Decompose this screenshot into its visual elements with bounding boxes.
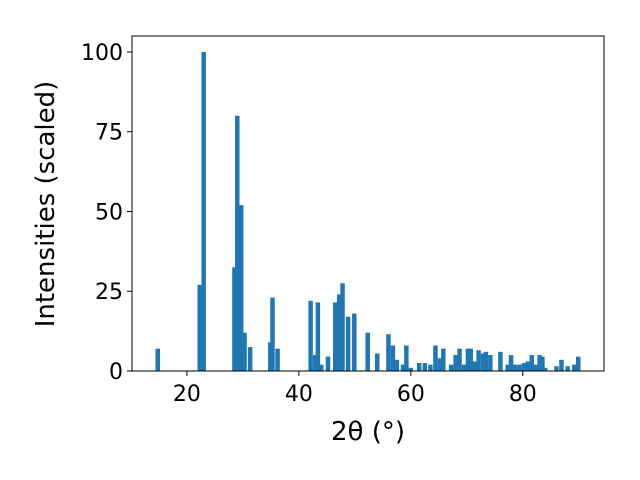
x-tick-label: 40: [285, 382, 313, 407]
bar: [488, 355, 493, 371]
bar: [336, 294, 342, 371]
bar: [400, 364, 406, 371]
bar: [465, 348, 471, 371]
y-tick-label: 100: [81, 41, 123, 66]
bar: [472, 361, 478, 371]
bar: [312, 355, 318, 371]
bar: [352, 313, 357, 371]
bar: [416, 363, 422, 371]
bar: [457, 348, 462, 371]
bar: [428, 364, 433, 371]
bar: [525, 361, 531, 371]
bar: [394, 359, 400, 371]
bar: [197, 284, 202, 371]
plot-area: [155, 51, 581, 371]
bar: [408, 367, 414, 371]
bar: [554, 366, 559, 371]
bar: [390, 345, 396, 371]
bar: [441, 348, 446, 371]
bar: [422, 363, 428, 371]
bar: [476, 350, 481, 371]
bar: [468, 348, 473, 371]
bar: [529, 355, 535, 371]
bar: [576, 356, 581, 371]
bar: [453, 355, 458, 371]
bar: [235, 115, 240, 371]
bar: [498, 351, 503, 371]
bar: [238, 205, 244, 371]
bar: [461, 364, 467, 371]
bar: [480, 353, 486, 371]
bar: [365, 332, 370, 371]
bar: [559, 359, 564, 371]
bar: [483, 351, 489, 371]
bar: [308, 300, 313, 371]
bar: [512, 364, 518, 371]
bar: [448, 364, 454, 371]
bar: [534, 364, 539, 371]
bar: [270, 297, 275, 371]
axes-frame: [131, 35, 605, 372]
bar: [155, 348, 160, 371]
bar: [537, 355, 542, 371]
bar: [232, 267, 237, 371]
bar: [517, 364, 522, 371]
bar: [374, 353, 380, 371]
y-tick-label: 25: [95, 280, 123, 305]
bar: [315, 302, 321, 371]
bar: [386, 334, 391, 371]
x-tick-label: 80: [509, 382, 537, 407]
bar: [319, 364, 324, 371]
bar: [508, 355, 514, 371]
bar: [572, 364, 577, 371]
bar: [247, 347, 253, 371]
bar: [404, 345, 409, 371]
x-tick-label: 60: [397, 382, 425, 407]
bar: [437, 358, 443, 371]
bar: [345, 316, 351, 371]
bar: [433, 345, 438, 371]
y-tick-label: 0: [109, 360, 123, 385]
bar: [565, 366, 570, 371]
y-axis-label: Intensities (scaled): [31, 81, 61, 328]
bar: [333, 302, 338, 371]
bar: [201, 51, 206, 371]
x-tick-label: 20: [173, 382, 201, 407]
bar: [325, 356, 331, 371]
bar: [340, 283, 345, 371]
bar: [505, 364, 510, 371]
y-tick-label: 50: [95, 200, 123, 225]
bar: [275, 348, 280, 371]
bar: [242, 332, 247, 371]
bar: [521, 363, 527, 371]
bar: [542, 367, 548, 371]
y-tick-label: 75: [95, 121, 123, 146]
bar: [540, 356, 545, 371]
x-axis-label: 2θ (°): [331, 417, 405, 447]
